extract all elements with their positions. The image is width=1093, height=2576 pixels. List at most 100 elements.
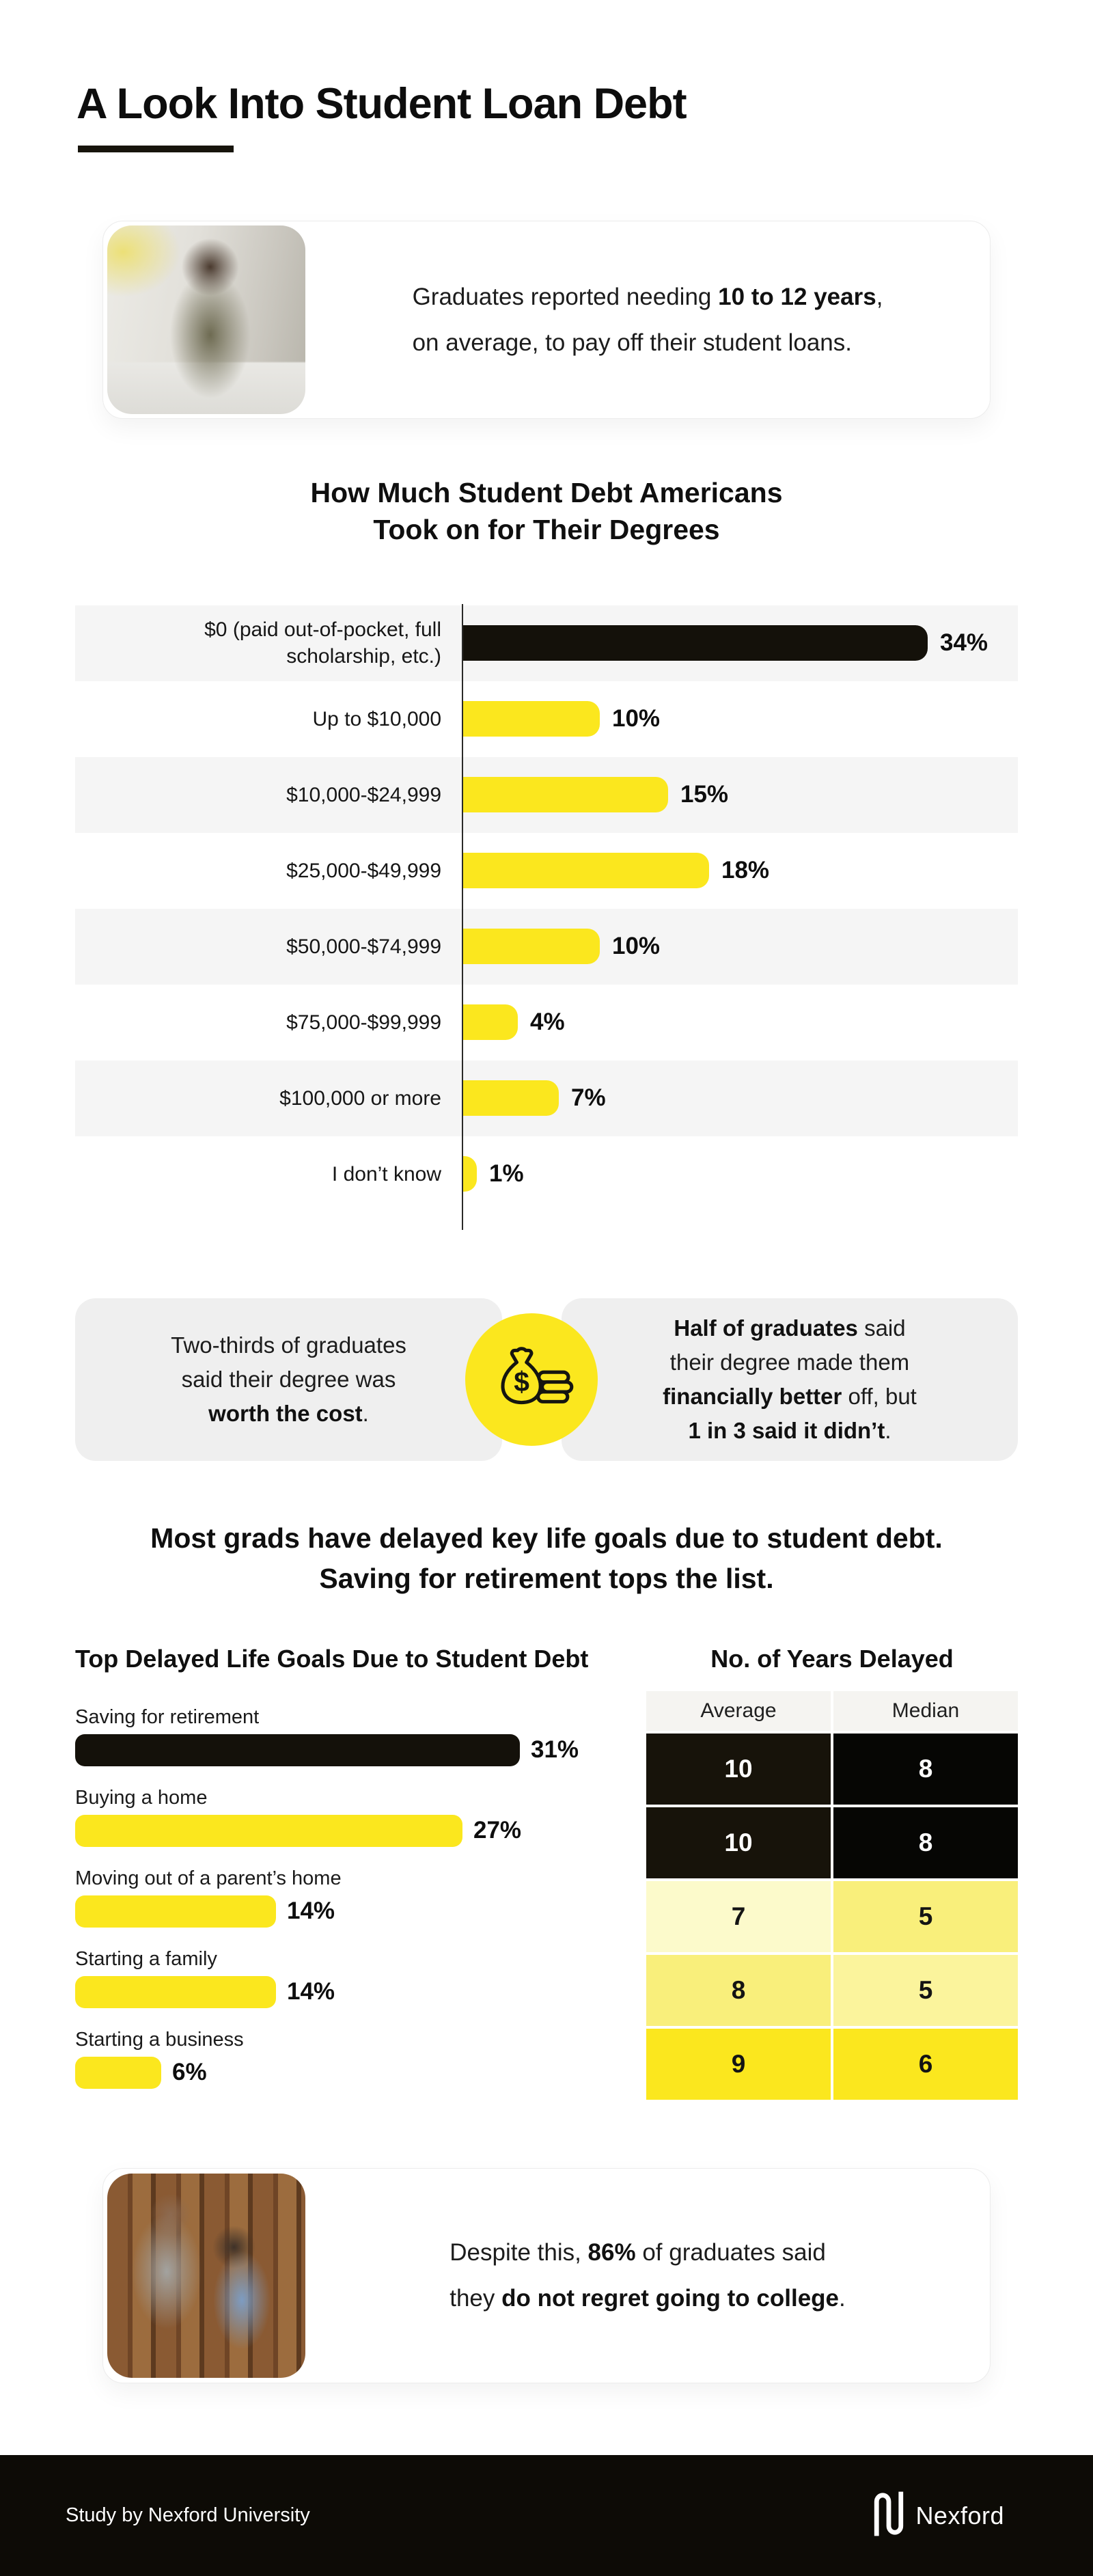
debt-chart-row: $75,000-$99,999 4% (75, 985, 1018, 1060)
photo-stressed-graduate (107, 225, 305, 415)
delayed-goal-label: Starting a business (75, 2028, 244, 2051)
delayed-goal-bar (75, 1734, 520, 1766)
delayed-goals-section: Top Delayed Life Goals Due to Student De… (75, 1645, 1018, 2100)
delayed-goal-row: Saving for retirement 31% (75, 1706, 646, 1766)
svg-text:$: $ (514, 1366, 529, 1397)
debt-chart-bar-zone: 34% (462, 625, 1018, 661)
delayed-goal-value-label: 14% (287, 1978, 335, 2005)
debt-chart-category-label: $100,000 or more (279, 1086, 441, 1110)
debt-chart-value-label: 10% (612, 933, 661, 960)
debt-chart-row: Up to $10,000 10% (75, 681, 1018, 757)
debt-chart-bar (463, 625, 928, 661)
delayed-goals-chart: Top Delayed Life Goals Due to Student De… (75, 1645, 646, 2089)
debt-chart-value-label: 4% (530, 1009, 565, 1036)
delayed-goals-rows: Saving for retirement 31% Buying a home … (75, 1706, 646, 2089)
debt-chart-bar (463, 853, 709, 889)
delayed-goal-row: Starting a family 14% (75, 1948, 646, 2008)
years-delayed-title: No. of Years Delayed (710, 1644, 954, 1673)
debt-chart-row: $10,000-$24,999 15% (75, 756, 1018, 833)
delayed-goal-label: Buying a home (75, 1786, 208, 1809)
debt-chart-value-label: 1% (489, 1160, 524, 1188)
delayed-goal-row: Moving out of a parent’s home 14% (75, 1867, 646, 1928)
years-delayed-cell: 5 (833, 1880, 1018, 1952)
years-delayed-cell: 10 (646, 1807, 831, 1878)
years-table-header-median: Median (833, 1690, 1018, 1731)
delayed-goal-bar (75, 1895, 276, 1928)
debt-chart-bar (463, 701, 600, 737)
years-delayed-table-body: Average Median 10 8 10 8 7 5 8 5 9 6 (646, 1690, 1018, 2100)
years-delayed-cell: 8 (646, 1954, 831, 2026)
debt-chart-value-label: 34% (940, 629, 988, 657)
outro-card: Despite this, 86% of graduates said they… (102, 2167, 991, 2383)
page-title: A Look Into Student Loan Debt (77, 80, 687, 128)
debt-chart-row: I don’t know 1% (75, 1136, 1018, 1212)
delayed-goal-bar-row: 14% (75, 1975, 646, 2008)
debt-chart-bar-zone: 7% (462, 1080, 1018, 1116)
intro-card: Graduates reported needing 10 to 12 year… (102, 221, 991, 420)
years-delayed-cell: 5 (833, 1954, 1018, 2026)
years-delayed-cell: 9 (646, 2028, 831, 2100)
delayed-goals-heading: Most grads have delayed key life goals d… (150, 1522, 943, 1595)
footer: Study by Nexford University Nexford (0, 2455, 1093, 2576)
debt-chart-bar-zone: 18% (462, 853, 1018, 889)
nexford-logo: Nexford (873, 2484, 1004, 2547)
delayed-goal-value-label: 6% (172, 2059, 207, 2086)
delayed-goal-row: Buying a home 27% (75, 1787, 646, 1847)
debt-chart-row: $50,000-$74,999 10% (75, 908, 1018, 985)
delayed-goal-label: Moving out of a parent’s home (75, 1867, 342, 1889)
years-delayed-cell: 8 (833, 1733, 1018, 1805)
delayed-goal-value-label: 14% (287, 1897, 335, 1925)
financially-better-card: Half of graduates said their degree made… (562, 1298, 1018, 1461)
outro-card-text: Despite this, 86% of graduates said they… (305, 2230, 990, 2321)
delayed-goal-row: Starting a business 6% (75, 2029, 646, 2089)
debt-chart-value-label: 7% (571, 1084, 606, 1112)
debt-chart-category-label: $25,000-$49,999 (286, 859, 441, 882)
debt-chart-value-label: 18% (721, 857, 770, 884)
debt-chart-bar-zone: 10% (462, 929, 1018, 965)
delayed-goals-chart-title: Top Delayed Life Goals Due to Student De… (75, 1644, 589, 1673)
debt-amount-chart: $0 (paid out-of-pocket, full scholarship… (75, 603, 1018, 1230)
debt-chart-title: How Much Student Debt Americans Took on … (310, 477, 783, 545)
debt-chart-bar (463, 1080, 559, 1116)
debt-chart-value-label: 15% (680, 781, 729, 808)
debt-chart-category-label: Up to $10,000 (312, 707, 441, 730)
outro-card-rich-text: Despite this, 86% of graduates said they… (449, 2239, 846, 2312)
delayed-goal-bar-row: 27% (75, 1814, 646, 1847)
degree-value-panel: Two-thirds of graduates said their degre… (75, 1298, 1018, 1461)
debt-chart-category-label: $50,000-$74,999 (286, 935, 441, 958)
debt-chart-bar (463, 777, 668, 813)
debt-chart-value-label: 10% (612, 705, 661, 732)
delayed-goal-value-label: 31% (531, 1736, 579, 1764)
worth-the-cost-text: Two-thirds of graduates said their degre… (171, 1332, 406, 1426)
delayed-goal-bar-row: 31% (75, 1734, 646, 1766)
debt-chart-rows: $0 (paid out-of-pocket, full scholarship… (75, 605, 1018, 1212)
delayed-goal-bar (75, 2056, 161, 2089)
delayed-goal-label: Saving for retirement (75, 1705, 260, 1728)
nexford-logo-icon (873, 2484, 904, 2547)
debt-chart-category-label: $10,000-$24,999 (286, 783, 441, 806)
delayed-goal-bar-row: 14% (75, 1895, 646, 1928)
debt-chart-bar (463, 929, 600, 965)
debt-chart-bar (463, 1156, 477, 1192)
debt-chart-bar-zone: 15% (462, 777, 1018, 813)
years-delayed-cell: 8 (833, 1807, 1018, 1878)
years-delayed-cell: 6 (833, 2028, 1018, 2100)
debt-chart-bar-zone: 4% (462, 1004, 1018, 1041)
debt-chart-row: $25,000-$49,999 18% (75, 833, 1018, 909)
study-credit: Study by Nexford University (66, 2504, 310, 2526)
debt-chart-bar-zone: 1% (462, 1156, 1018, 1192)
header: A Look Into Student Loan Debt (0, 0, 1093, 153)
photo-happy-graduates (107, 2173, 305, 2378)
years-table-header-average: Average (646, 1690, 831, 1731)
delayed-goal-bar (75, 1814, 462, 1847)
debt-chart-category-label: I don’t know (331, 1162, 441, 1186)
debt-chart-bar (463, 1004, 518, 1041)
money-bag-icon: $ (465, 1313, 598, 1446)
debt-chart-axis-line (462, 603, 463, 1230)
years-delayed-cell: 10 (646, 1733, 831, 1805)
debt-chart-bar-zone: 10% (462, 701, 1018, 737)
intro-card-rich-text: Graduates reported needing 10 to 12 year… (412, 284, 883, 357)
delayed-goal-label: Starting a family (75, 1947, 217, 1970)
years-delayed-cell: 7 (646, 1880, 831, 1952)
